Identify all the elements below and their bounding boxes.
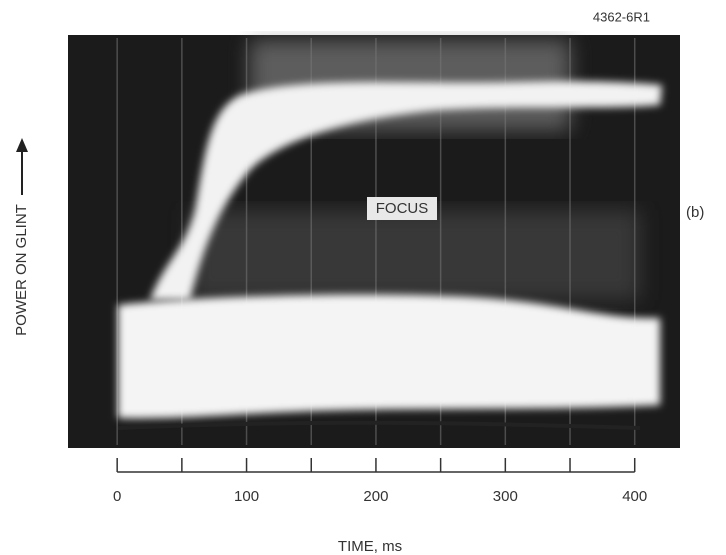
upper-trace bbox=[150, 81, 662, 300]
annotation: FOCUS bbox=[376, 200, 429, 217]
lower-trace bbox=[118, 294, 660, 419]
y-axis-label-group: POWER ON GLINT bbox=[13, 138, 30, 336]
x-tick-label: 0 bbox=[113, 488, 121, 505]
annotation-box bbox=[367, 197, 437, 220]
screen-haze bbox=[190, 210, 640, 300]
arrow-head bbox=[16, 138, 28, 152]
baseline-trace bbox=[117, 420, 641, 430]
x-axis-label: TIME, ms bbox=[338, 538, 402, 555]
panel-label: (b) bbox=[686, 204, 704, 221]
y-axis-label: POWER ON GLINT bbox=[13, 204, 30, 336]
x-tick-label: 200 bbox=[363, 488, 388, 505]
x-tick-label: 100 bbox=[234, 488, 259, 505]
x-tick-label: 400 bbox=[622, 488, 647, 505]
x-tick-label: 300 bbox=[493, 488, 518, 505]
figure-id: 4362-6R1 bbox=[593, 9, 650, 24]
